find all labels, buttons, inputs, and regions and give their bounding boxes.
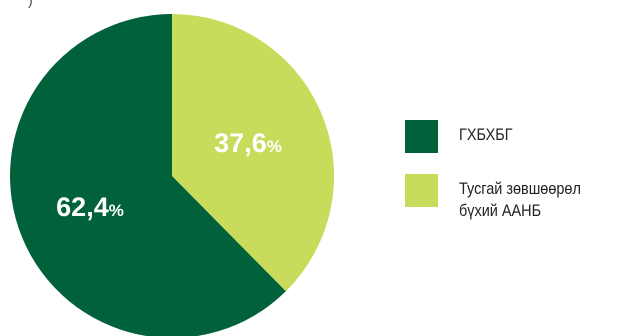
legend-swatch-licensed-entities xyxy=(405,174,438,207)
pie-slice-ghbhbg xyxy=(10,14,286,336)
legend-label-licensed-entities: Тусгай зөвшөөрөл бүхий ААНБ xyxy=(459,179,581,220)
pie-label-licensed-entities: 37,6% xyxy=(214,128,282,158)
pie-label-ghbhbg: 62,4% xyxy=(56,192,124,222)
legend: ГХБХБГ Тусгай зөвшөөрөл бүхий ААНБ xyxy=(405,120,615,228)
legend-item-ghbhbg: ГХБХБГ xyxy=(405,120,615,160)
stray-glyph: ) xyxy=(28,0,33,8)
pie-slice-licensed-entities xyxy=(172,14,334,292)
legend-label-ghbhbg: ГХБХБГ xyxy=(459,125,513,144)
legend-item-licensed-entities: Тусгай зөвшөөрөл бүхий ААНБ xyxy=(405,174,615,220)
legend-swatch-ghbhbg xyxy=(405,120,438,153)
